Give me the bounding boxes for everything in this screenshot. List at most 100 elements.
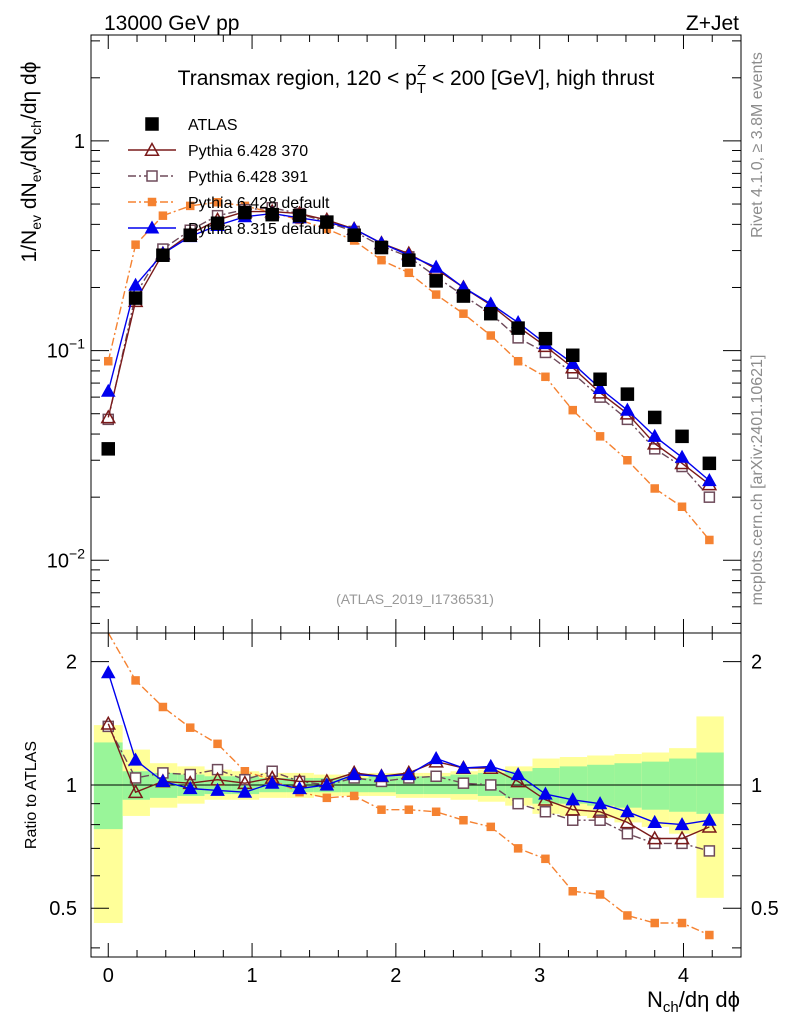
data-point	[429, 274, 443, 288]
ratio-point	[292, 780, 307, 795]
ratio-point	[131, 676, 140, 685]
data-point	[101, 442, 116, 456]
ratio-y-axis-label: Ratio to ATLAS	[23, 741, 40, 849]
ratio-point	[322, 793, 332, 803]
ratio-point	[486, 822, 496, 832]
data-point	[675, 429, 689, 444]
ratio-point	[185, 723, 195, 732]
ratio-point	[377, 805, 386, 814]
chart-title: Transmax region, 120 < pTZ < 200 [GeV], …	[178, 62, 655, 97]
data-point	[486, 331, 496, 340]
ratio-point	[646, 830, 663, 845]
data-point	[568, 405, 577, 415]
ratio-point	[128, 752, 143, 766]
data-point	[100, 383, 116, 397]
data-point	[674, 449, 690, 463]
data-point	[620, 402, 635, 416]
ratio-point	[346, 767, 362, 781]
data-point	[100, 409, 117, 424]
main-axis-ticks	[91, 35, 741, 633]
x-tick-label: 4	[678, 965, 689, 987]
data-point	[377, 255, 386, 265]
ratio-point	[538, 786, 553, 800]
ratio-point	[182, 780, 198, 795]
data-point	[593, 372, 607, 387]
ratio-point	[623, 911, 632, 920]
ratio-point	[565, 792, 581, 806]
ratio-point	[127, 784, 144, 799]
data-point	[565, 348, 580, 363]
ratio-point	[100, 715, 117, 730]
ratio-point	[566, 814, 579, 826]
ratio-point	[568, 886, 577, 896]
ratio-series-group	[100, 632, 718, 940]
ratio-point	[404, 805, 414, 814]
analysis-watermark: (ATLAS_2019_I1736531)	[336, 591, 494, 607]
data-point	[213, 197, 222, 207]
ratio-point	[510, 767, 526, 781]
legend-label: Pythia 8.315 default	[188, 221, 330, 238]
data-point	[595, 432, 605, 441]
data-point	[647, 410, 662, 425]
data-point	[185, 201, 195, 211]
legend-marker	[145, 117, 159, 131]
series-pythia-8-315-default	[100, 206, 717, 487]
header-process-label: Z+Jet	[686, 12, 739, 35]
legend-label: Pythia 6.428 default	[188, 195, 330, 212]
ratio-point	[374, 768, 389, 782]
ratio-point	[459, 815, 468, 825]
data-point	[703, 491, 716, 503]
data-point	[513, 356, 523, 366]
legend-marker	[144, 141, 160, 156]
x-tick-label: 2	[390, 965, 401, 987]
ratio-point	[158, 702, 168, 712]
ratio-point	[703, 845, 716, 857]
legend-item: Pythia 6.428 391	[128, 169, 308, 186]
data-point	[292, 208, 307, 223]
data-point	[428, 259, 444, 273]
main-y-tick-labels: 1 10−1 10−2	[47, 131, 85, 572]
data-point	[538, 331, 553, 346]
ratio-point	[184, 768, 196, 781]
data-point	[320, 215, 334, 229]
data-point	[210, 216, 225, 230]
band-green	[641, 761, 670, 810]
rivet-label: Rivet 4.1.0, ≥ 3.8M events	[749, 52, 766, 238]
ratio-panel: 2 2 1 1 0.5 0.5 0 1 2 3 4 Ratio to ATLAS Nch/dη d…	[23, 632, 779, 1016]
data-point	[677, 502, 687, 512]
main-panel: 1 10−1 10−2 Transmax region, 120 < pTZ < 2…	[18, 34, 742, 634]
ratio-y-tick-labels: 2 2 1 1 0.5 0.5	[49, 652, 779, 921]
legend-marker	[146, 170, 158, 182]
series-atlas	[101, 205, 717, 471]
data-point	[158, 211, 168, 220]
ratio-point	[650, 918, 659, 928]
ratio-point	[592, 803, 608, 818]
data-point	[104, 356, 113, 366]
main-y-axis-label: 1/Nev dNev/dNch/dη dϕ	[18, 62, 44, 263]
ratio-point	[595, 890, 605, 899]
data-point	[128, 291, 143, 305]
data-point	[647, 428, 662, 442]
ratio-point	[594, 814, 606, 826]
legend-label: Pythia 6.428 391	[188, 169, 308, 186]
band-green	[696, 752, 724, 814]
ratio-point	[621, 827, 634, 840]
ratio-y-tick-label: 1	[66, 775, 77, 797]
ratio-uncertainty-bands	[91, 716, 741, 924]
data-point	[265, 207, 279, 222]
data-point	[402, 253, 416, 267]
data-point	[183, 228, 197, 242]
ratio-point	[485, 779, 497, 791]
ratio-point	[541, 854, 550, 864]
ratio-y-tick-label: 0.5	[49, 898, 77, 920]
data-point	[620, 387, 635, 401]
data-point	[156, 248, 170, 262]
data-point	[347, 228, 361, 242]
ratio-y-tick-label: 2	[66, 652, 77, 674]
mcplots-label: mcplots.cern.ch [arXiv:2401.10621]	[749, 355, 766, 606]
band-green	[93, 742, 123, 830]
ratio-point	[677, 918, 687, 928]
ratio-point	[619, 814, 636, 829]
ratio-point	[430, 770, 442, 783]
